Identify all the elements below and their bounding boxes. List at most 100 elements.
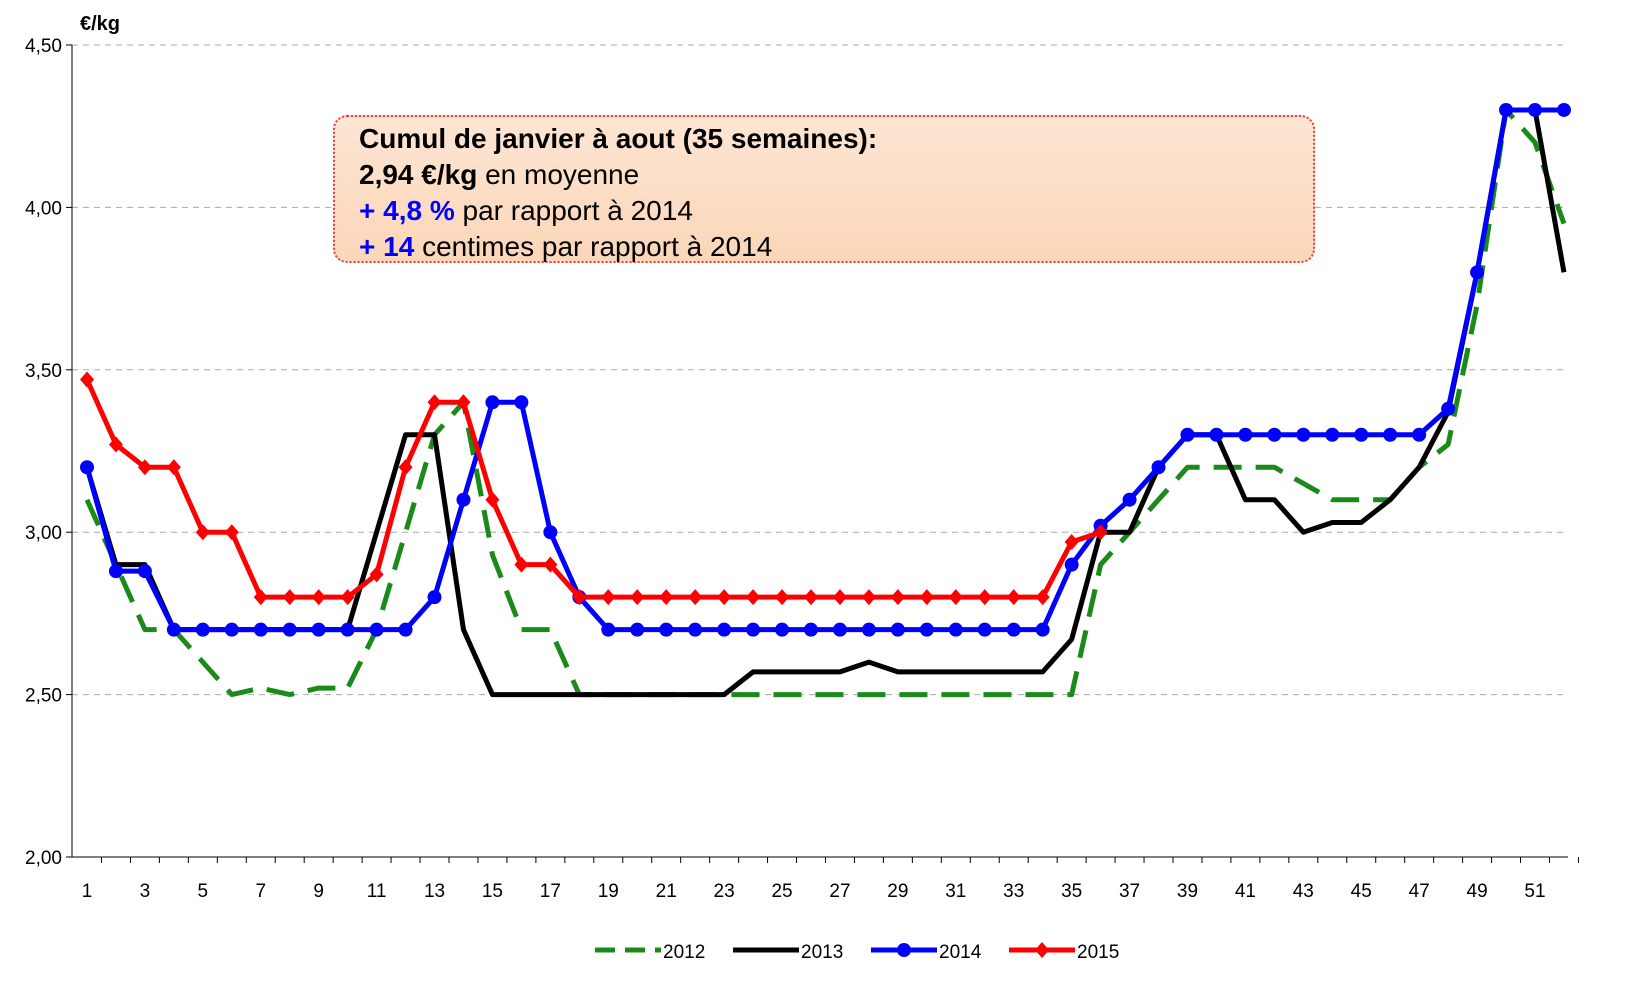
legend-label: 2014 <box>939 942 982 963</box>
point <box>369 622 384 637</box>
point <box>1383 427 1398 442</box>
x-tick-label: 9 <box>313 881 324 902</box>
point <box>340 622 355 637</box>
y-tick-label: 3,00 <box>25 523 62 544</box>
point <box>746 589 761 606</box>
point <box>369 566 384 583</box>
x-tick-label: 25 <box>771 881 792 902</box>
point <box>1006 622 1021 637</box>
x-tick-label: 23 <box>714 881 735 902</box>
series-line <box>84 107 1567 698</box>
x-tick-label: 17 <box>540 881 561 902</box>
x-tick-label: 31 <box>945 881 966 902</box>
point <box>572 589 587 606</box>
point <box>1064 557 1079 572</box>
y-tick-label: 4,00 <box>25 198 62 219</box>
y-tick-label: 3,50 <box>25 361 62 382</box>
point <box>746 622 761 637</box>
x-tick-label: 51 <box>1524 881 1545 902</box>
point <box>1499 102 1514 117</box>
point <box>1209 427 1224 442</box>
point <box>195 524 210 541</box>
x-tick-label: 35 <box>1061 881 1082 902</box>
point <box>311 589 326 606</box>
y-tick-label: 4,50 <box>25 36 62 57</box>
x-tick-label: 39 <box>1177 881 1198 902</box>
point <box>1151 460 1166 475</box>
point <box>804 589 818 606</box>
point <box>659 622 674 637</box>
point <box>195 622 210 637</box>
point <box>948 589 963 606</box>
point <box>688 622 703 637</box>
legend-marker <box>1035 942 1049 958</box>
x-tick-label: 33 <box>1003 881 1024 902</box>
point <box>398 459 413 476</box>
point <box>514 556 529 573</box>
x-tick-label: 21 <box>656 881 677 902</box>
point <box>804 622 818 637</box>
point <box>630 622 645 637</box>
point <box>282 589 297 606</box>
annotation-text: + 14 <box>359 231 415 262</box>
x-tick-label: 19 <box>598 881 619 902</box>
point <box>775 622 790 637</box>
point <box>1296 427 1311 442</box>
point <box>456 492 471 507</box>
annotation-line: + 4,8 % par rapport à 2014 <box>359 193 1301 229</box>
point <box>717 622 732 637</box>
point <box>890 589 905 606</box>
point <box>688 589 703 606</box>
point <box>717 589 732 606</box>
point <box>108 436 123 453</box>
point <box>601 589 616 606</box>
point <box>427 394 442 411</box>
point <box>1412 427 1427 442</box>
point <box>108 564 123 579</box>
point <box>832 589 847 606</box>
point <box>1093 524 1108 541</box>
point <box>456 394 471 411</box>
y-axis-label: €/kg <box>80 13 120 35</box>
y-tick-label: 2,50 <box>25 686 62 707</box>
point <box>253 622 268 637</box>
point <box>398 622 413 637</box>
x-tick-label: 5 <box>198 881 209 902</box>
x-tick-label: 43 <box>1293 881 1314 902</box>
point <box>977 622 992 637</box>
point <box>514 395 529 410</box>
annotation-text: 2,94 €/kg <box>359 159 478 190</box>
point <box>224 524 239 541</box>
point <box>775 589 790 606</box>
x-tick-label: 45 <box>1351 881 1372 902</box>
point <box>919 589 934 606</box>
legend-label: 2012 <box>663 942 705 963</box>
point <box>1064 533 1079 550</box>
y-tick-label: 2,00 <box>25 848 62 869</box>
point <box>166 459 181 476</box>
x-tick-label: 37 <box>1119 881 1140 902</box>
point <box>890 622 905 637</box>
x-tick-label: 29 <box>887 881 908 902</box>
point <box>137 564 152 579</box>
point <box>282 622 297 637</box>
annotation-text: centimes par rapport à 2014 <box>422 231 773 262</box>
annotation-line: 2,94 €/kg en moyenne <box>359 157 1301 193</box>
point <box>166 622 181 637</box>
legend-label: 2015 <box>1077 942 1119 963</box>
x-tick-label: 7 <box>255 881 266 902</box>
point <box>1035 622 1050 637</box>
annotation: Cumul de janvier à aout (35 semaines): 2… <box>333 115 1315 263</box>
point <box>1035 589 1050 606</box>
point <box>1528 102 1542 117</box>
point <box>485 491 500 508</box>
annotation-text: par rapport à 2014 <box>462 195 693 226</box>
x-tick-label: 41 <box>1235 881 1256 902</box>
series-line <box>84 107 1564 633</box>
point <box>311 622 326 637</box>
point <box>1354 427 1369 442</box>
point <box>253 589 268 606</box>
point <box>1325 427 1340 442</box>
point <box>80 371 94 388</box>
point <box>861 589 876 606</box>
